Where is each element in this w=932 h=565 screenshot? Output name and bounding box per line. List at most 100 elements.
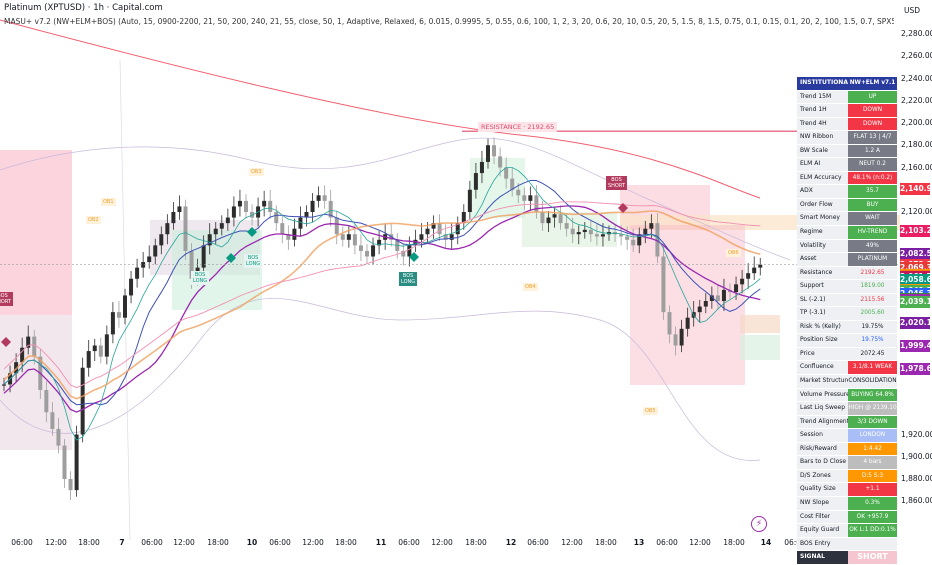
diamond-marker <box>618 203 628 213</box>
candle <box>540 212 545 224</box>
candle <box>225 217 230 224</box>
price-tick-label: 2,260.00 <box>901 51 932 61</box>
chart-annotation: BOS LONG <box>399 272 418 286</box>
panel-row-key: Quality Size <box>797 483 848 496</box>
candle <box>425 228 430 235</box>
currency-label[interactable]: USD <box>903 6 920 15</box>
teal-ma <box>3 167 761 441</box>
candle <box>377 239 382 246</box>
panel-row-value: 1819.00 <box>848 280 897 293</box>
indicator-legend[interactable]: MASU+ v7.2 (NW+ELM+BOS) (Auto, 15, 0900-… <box>4 17 894 26</box>
panel-row-value: BUYING 64.8% <box>848 388 897 402</box>
price-tick-label: 2,240.00 <box>901 73 932 83</box>
candle <box>588 229 593 235</box>
purple-ma <box>3 205 761 413</box>
candle <box>649 223 654 229</box>
time-tick-label: 12:00 <box>173 538 195 547</box>
diamond-marker <box>226 253 236 263</box>
candle <box>473 173 478 190</box>
candle <box>262 200 267 207</box>
price-tag: 2,020.19 <box>900 317 932 330</box>
candle <box>123 295 127 318</box>
panel-row: Trend 4H DOWN <box>797 117 897 132</box>
panel-row-value: DOWN <box>848 117 897 131</box>
panel-row-value: PLATINUM <box>848 253 897 266</box>
resistance-label: RESISTANCE · 2192.65 <box>478 122 558 132</box>
candle <box>715 295 720 301</box>
supply-zone <box>630 225 745 385</box>
candle <box>673 334 678 346</box>
panel-row: NW Ribbon FLAT 13 | 4/7 <box>797 131 897 145</box>
chart-annotation: BOS SHORT <box>0 292 14 306</box>
candle <box>564 223 569 229</box>
lightning-icon[interactable]: ⚡ <box>751 516 767 532</box>
candle <box>358 245 363 251</box>
panel-row-value: BUY <box>848 198 897 212</box>
time-tick-label: 18:00 <box>465 538 487 547</box>
candle <box>86 351 91 368</box>
candle <box>461 212 466 224</box>
candle <box>280 223 285 235</box>
panel-row-key: Market Structure <box>797 375 848 388</box>
zone <box>740 315 780 333</box>
signal-key: SIGNAL <box>797 551 848 564</box>
candle <box>685 317 690 329</box>
price-tick-label: 2,280.00 <box>901 29 932 38</box>
panel-row: Equity Guard OK L:1 DD:0.1% <box>797 524 897 538</box>
panel-row: Volume Pressure BUYING 64.8% <box>797 388 897 403</box>
candle <box>141 262 146 268</box>
chart-annotation: OB1 <box>101 198 116 206</box>
candle <box>153 245 158 257</box>
panel-row-value: 1.2 A <box>848 144 897 158</box>
time-tick-label: 12:00 <box>45 538 67 547</box>
candle <box>207 234 212 246</box>
candle <box>310 200 315 212</box>
panel-row: Smart Money WAIT <box>797 212 897 227</box>
time-tick-label: 18:00 <box>78 538 100 547</box>
chart-annotation: OB2 <box>86 216 101 224</box>
time-tick-label: 06:00 <box>11 538 33 547</box>
candle <box>340 234 345 240</box>
panel-row-key: Order Flow <box>797 198 848 212</box>
panel-row-key: Session <box>797 429 848 442</box>
candle <box>147 256 152 263</box>
panel-row: Order Flow BUY <box>797 198 897 213</box>
candle <box>552 214 557 218</box>
price-chart[interactable] <box>0 0 932 550</box>
panel-row-key: Confluence <box>797 361 848 375</box>
candle <box>479 161 484 174</box>
panel-row-key: Volume Pressure <box>797 388 848 402</box>
price-tick-label: 2,160.00 <box>901 162 932 172</box>
candle <box>244 200 248 212</box>
candle <box>371 245 376 257</box>
candle <box>625 236 630 240</box>
candle <box>171 212 176 224</box>
candle <box>643 228 648 235</box>
panel-row-value: 48.1% (n:0.2) <box>848 171 897 185</box>
candle <box>183 206 188 251</box>
price-tick-label: 2,220.00 <box>901 95 932 105</box>
panel-row-value: NEUT 0.2 <box>848 158 897 171</box>
price-tick-label: 2,120.00 <box>901 207 932 216</box>
panel-row: Cost Filter OK +957.9 <box>797 510 897 525</box>
time-tick-label: 13 <box>633 538 645 547</box>
candle <box>98 345 103 357</box>
candle <box>159 234 164 246</box>
price-tag: 2,082.50 <box>900 247 932 260</box>
panel-row-key: ELM Accuracy <box>797 171 848 185</box>
panel-row: Quality Size +1.1 <box>797 483 897 497</box>
panel-row-key: Regime <box>797 226 848 239</box>
time-tick-label: 10 <box>246 538 258 547</box>
supply-zone <box>0 150 72 315</box>
candle <box>486 145 490 162</box>
panel-row: Risk/Reward 1:4.42 <box>797 442 897 457</box>
time-tick-label: 12:00 <box>561 538 583 547</box>
candle <box>734 284 739 293</box>
panel-row: ELM AI NEUT 0.2 <box>797 158 897 172</box>
lower-band <box>0 298 761 461</box>
candle <box>50 412 55 429</box>
time-tick-label: 06:00 <box>656 538 678 547</box>
candle <box>437 223 442 235</box>
time-tick-label: 11 <box>375 538 387 547</box>
candle <box>631 239 636 246</box>
